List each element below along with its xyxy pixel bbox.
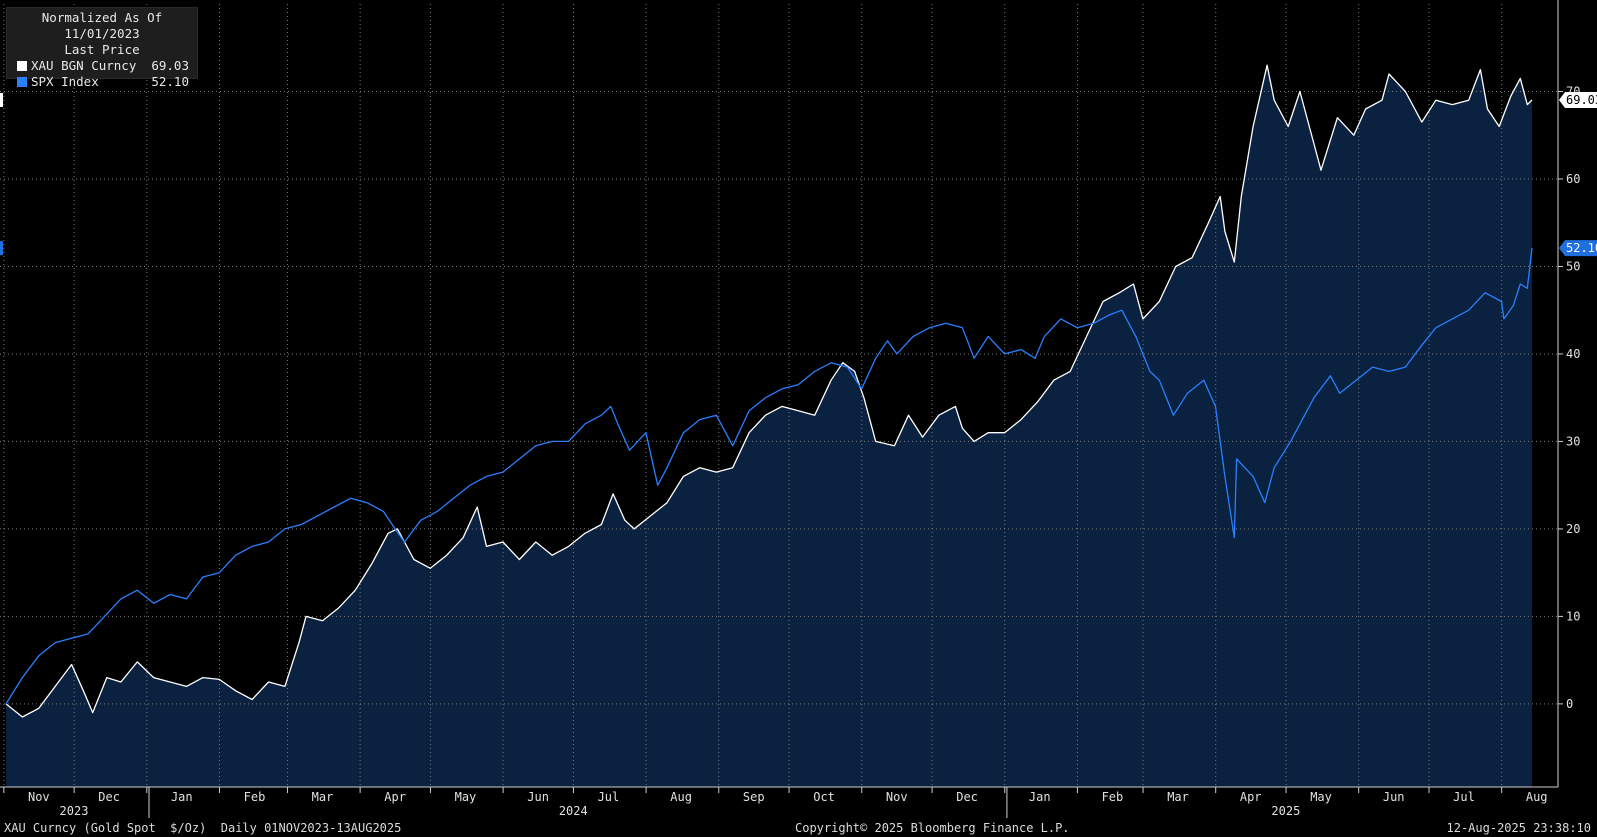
spx-series-line (5, 248, 1533, 705)
gold-area-fill (6, 65, 1532, 787)
x-tick-label: Nov (28, 790, 50, 804)
x-tick-label: Jan (1029, 790, 1051, 804)
footer: XAU Curncy (Gold Spot $/Oz) Daily 01NOV2… (0, 819, 1597, 837)
x-tick-label: Jun (527, 790, 549, 804)
legend-item-value: 52.10 (151, 74, 189, 89)
x-tick-label: Sep (743, 790, 765, 804)
legend-item-gold[interactable]: XAU BGN Curncy 69.03 (7, 58, 197, 74)
spx-left-marker (0, 241, 3, 256)
x-tick-label: Dec (956, 790, 978, 804)
legend-item-value: 69.03 (151, 58, 189, 73)
year-label: 2024 (559, 804, 588, 818)
x-tick-label: Apr (1240, 790, 1262, 804)
legend-item-name: XAU BGN Curncy (31, 58, 137, 73)
grid-layer (0, 4, 1558, 787)
x-tick-label: Jun (1383, 790, 1405, 804)
legend-item-name: SPX Index (31, 74, 99, 89)
legend-swatch-spx (17, 77, 27, 87)
x-tick-label: Oct (813, 790, 835, 804)
y-tick-label: 40 (1566, 347, 1580, 361)
legend: Normalized As Of 11/01/2023 Last Price X… (6, 7, 198, 89)
x-tick-label: Mar (1167, 790, 1189, 804)
series-layer (5, 64, 1533, 718)
x-tick-label: Aug (1526, 790, 1548, 804)
footer-security-info: XAU Curncy (Gold Spot $/Oz) Daily 01NOV2… (4, 821, 402, 835)
gold-left-marker (0, 92, 3, 107)
area-layer (6, 65, 1532, 787)
y-tick-label: 30 (1566, 434, 1580, 448)
x-tick-label: Feb (1102, 790, 1124, 804)
gold-series-line (5, 64, 1533, 718)
legend-title: Normalized As Of 11/01/2023 (41, 10, 163, 41)
footer-timestamp: 12-Aug-2025 23:38:10 (1446, 821, 1592, 835)
year-label: 2023 (60, 804, 89, 818)
x-tick-label: Dec (98, 790, 120, 804)
x-tick-label: Jul (1453, 790, 1475, 804)
y-tick-label: 60 (1566, 172, 1580, 186)
x-tick-label: Jul (598, 790, 620, 804)
footer-copyright: Copyright© 2025 Bloomberg Finance L.P. (795, 821, 1070, 835)
year-label: 2025 (1271, 804, 1300, 818)
x-tick-label: Nov (886, 790, 908, 804)
y-tick-label: 10 (1566, 609, 1580, 623)
spx-last-value-tag (1559, 240, 1597, 257)
y-tick-label: 50 (1566, 259, 1580, 273)
legend-swatch-gold (17, 61, 27, 71)
x-tick-label: May (1310, 790, 1332, 804)
x-tick-label: Apr (384, 790, 406, 804)
x-tick-label: Mar (312, 790, 334, 804)
x-tick-label: May (455, 790, 477, 804)
x-tick-label: Feb (244, 790, 266, 804)
y-tick-label: 0 (1566, 697, 1573, 711)
y-tick-label: 20 (1566, 522, 1580, 536)
x-tick-label: Jan (171, 790, 193, 804)
legend-item-spx[interactable]: SPX Index 52.10 (7, 74, 197, 90)
legend-subtitle: Last Price (64, 42, 140, 57)
x-tick-label: Aug (670, 790, 692, 804)
last-value-label: 69.03 (1566, 93, 1597, 107)
last-value-label: 52.10 (1566, 241, 1597, 255)
gold-last-value-tag (1559, 91, 1597, 108)
